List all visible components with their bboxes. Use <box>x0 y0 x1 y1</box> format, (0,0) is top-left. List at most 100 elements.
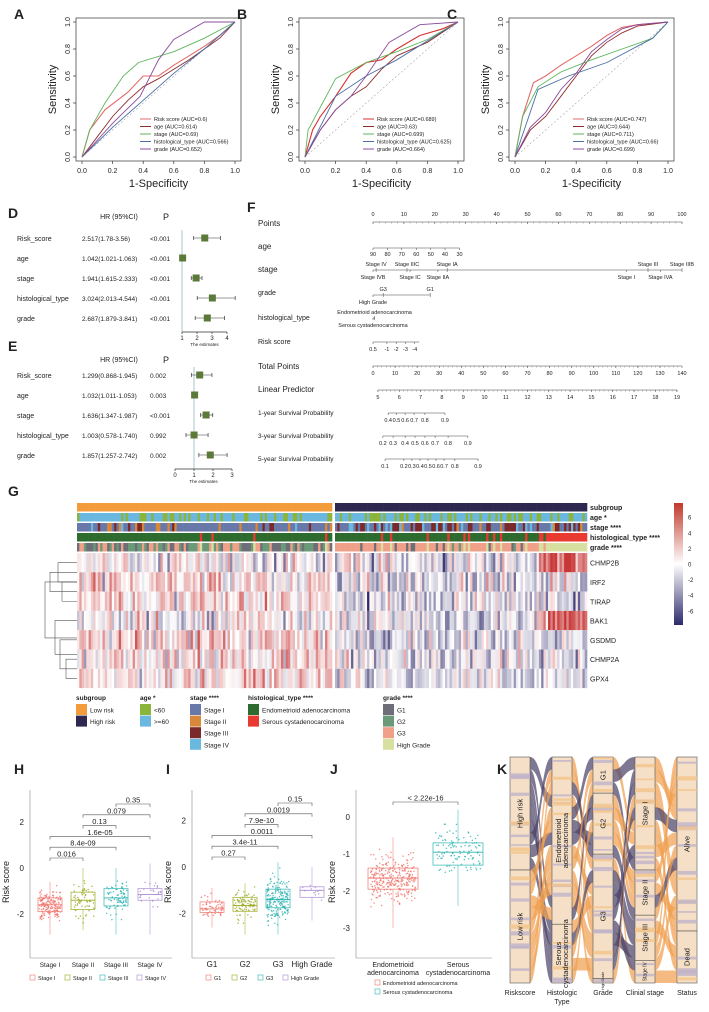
data-point <box>239 914 241 916</box>
annotation-cell <box>415 513 418 522</box>
heatmap-cell <box>337 553 340 573</box>
heatmap-cell <box>181 668 184 689</box>
node-stripe <box>635 799 655 804</box>
annotation-cell <box>522 523 526 532</box>
heatmap-cell <box>165 553 168 573</box>
heatmap-cell <box>339 572 343 592</box>
data-point <box>272 886 274 888</box>
data-point <box>467 858 470 860</box>
heatmap-cell <box>575 649 579 669</box>
heatmap-cell <box>81 630 85 650</box>
annotation-cell <box>325 523 328 532</box>
heatmap-cell <box>360 572 363 592</box>
heatmap-cell <box>262 553 266 573</box>
heatmap-cell <box>88 591 92 611</box>
nomogram-row-label: Risk score <box>258 339 291 346</box>
node-stripe <box>677 808 697 812</box>
annotation-cell <box>447 523 450 532</box>
heatmap-cell <box>297 630 300 650</box>
annotation-cell <box>216 513 219 522</box>
x-tick-label: Stage II <box>72 962 95 969</box>
heatmap-cell <box>260 553 263 573</box>
node-stripe <box>552 979 572 983</box>
heatmap-cell <box>158 630 161 650</box>
heatmap-cell <box>95 668 99 689</box>
heatmap-cell <box>518 553 521 573</box>
y-axis-label: Risk score <box>1 861 11 903</box>
data-point <box>209 902 211 904</box>
annotation-cell <box>527 543 531 552</box>
heatmap-cell <box>401 630 405 650</box>
heatmap-cell <box>515 591 519 611</box>
annotation-cell <box>299 523 303 532</box>
p-value-label: 0.0011 <box>251 827 273 836</box>
nomogram-tick-label: 0.8 <box>444 441 452 447</box>
node-stripe <box>635 855 655 859</box>
legend-swatch <box>76 704 87 715</box>
annotation-cell <box>499 533 503 542</box>
heatmap-cell <box>220 572 224 592</box>
node-stripe <box>510 882 530 886</box>
heatmap-cell <box>253 553 256 573</box>
annotation-cell <box>107 503 110 512</box>
data-point <box>380 904 383 907</box>
data-point <box>107 893 110 895</box>
data-point <box>384 863 387 866</box>
heatmap-cell <box>311 610 314 631</box>
annotation-cell <box>449 523 453 532</box>
heatmap-cell <box>580 610 583 631</box>
heatmap-cell <box>561 649 565 669</box>
heatmap-cell <box>463 610 466 631</box>
annotation-cell <box>394 503 398 512</box>
heatmap-cell <box>243 630 247 650</box>
heatmap-cell <box>132 668 136 689</box>
data-point <box>45 895 48 898</box>
node-stripe <box>552 966 572 970</box>
annotation-cell <box>230 503 233 512</box>
annotation-cell <box>346 543 350 552</box>
heatmap-cell <box>525 630 528 650</box>
annotation-cell <box>278 543 282 552</box>
annotation-cell <box>211 503 215 512</box>
data-point <box>389 883 392 885</box>
heatmap-cell <box>248 553 252 573</box>
annotation-cell <box>153 503 157 512</box>
nomogram-tick-label: 70 <box>524 371 530 377</box>
nomogram-tick-label: 0.9 <box>441 418 449 424</box>
roc-curve-2 <box>304 21 459 158</box>
annotation-cell <box>213 533 217 542</box>
annotation-cell <box>294 503 298 512</box>
heatmap-cell <box>188 572 191 592</box>
annotation-cell <box>79 533 82 542</box>
annotation-cell <box>176 513 180 522</box>
heatmap-cell <box>403 610 407 631</box>
heatmap-cell <box>176 649 180 669</box>
annotation-cell <box>81 503 85 512</box>
annotation-cell <box>155 513 159 522</box>
annotation-cell <box>102 533 106 542</box>
annotation-cell <box>294 513 298 522</box>
heatmap-cell <box>257 610 261 631</box>
data-point <box>278 891 280 893</box>
significance-bracket <box>115 803 151 807</box>
x-tick-label: 0 <box>173 473 177 479</box>
annotation-cell <box>153 513 157 522</box>
heatmap-cell <box>243 591 247 611</box>
annotation-cell <box>179 523 182 532</box>
heatmap-cell <box>337 668 340 689</box>
annotation-cell <box>204 543 208 552</box>
annotation-cell <box>488 523 492 532</box>
heatmap-cell <box>470 572 473 592</box>
colorbar-tick-label: -6 <box>688 609 694 615</box>
data-point <box>376 880 378 883</box>
legend-label: Stage I <box>38 976 56 982</box>
heatmap-cell <box>83 553 87 573</box>
p-value-label: 0.35 <box>126 796 141 805</box>
heatmap-cell <box>123 668 126 689</box>
heatmap-cell <box>362 591 366 611</box>
data-point <box>396 885 399 888</box>
data-point <box>87 888 89 891</box>
data-point <box>464 855 466 858</box>
heatmap-cell <box>447 572 450 592</box>
heatmap-cell <box>160 668 164 689</box>
